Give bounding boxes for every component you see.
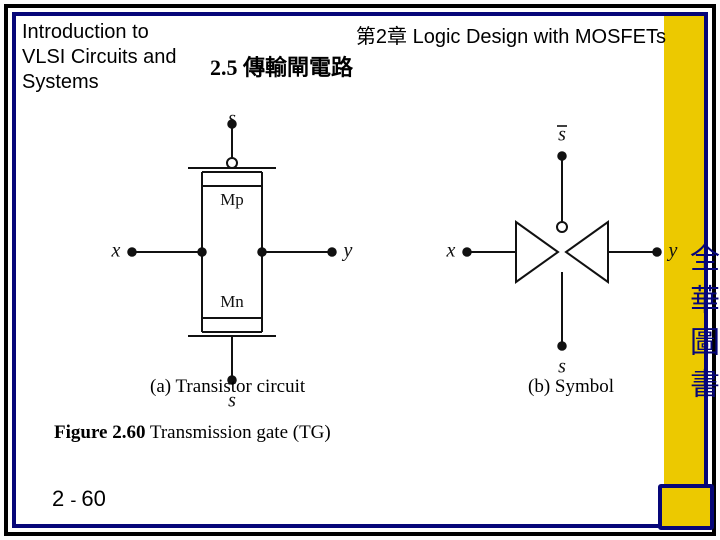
caption-a: (a) Transistor circuit — [150, 376, 305, 398]
caption-b: (b) Symbol — [528, 376, 614, 398]
svg-text:s: s — [558, 124, 566, 146]
page-dash: - — [70, 490, 81, 510]
slide-content: Introduction to VLSI Circuits and System… — [22, 20, 702, 520]
svg-text:y: y — [342, 240, 353, 262]
svg-text:s: s — [558, 356, 566, 378]
svg-text:Mp: Mp — [220, 190, 244, 209]
svg-text:x: x — [446, 240, 456, 262]
book-title-line3: Systems — [22, 71, 99, 93]
book-title: Introduction to VLSI Circuits and System… — [22, 20, 177, 95]
page-chapter: 2 — [52, 486, 64, 511]
transmission-gate-diagram: ssxyMpMn xyss — [22, 112, 702, 452]
page-num: 60 — [81, 486, 105, 511]
svg-text:s: s — [228, 112, 236, 130]
section-title: 2.5 傳輸閘電路 — [210, 50, 353, 82]
svg-text:Mn: Mn — [220, 292, 244, 311]
figure-caption: Figure 2.60 Transmission gate (TG) — [54, 422, 331, 444]
figure-text: Transmission gate (TG) — [145, 422, 330, 443]
book-title-line1: Introduction to — [22, 21, 149, 43]
publisher-vertical-text: 全華圖書 — [684, 150, 718, 410]
svg-text:y: y — [667, 240, 678, 262]
publisher-logo — [658, 484, 714, 530]
page-number: 2 - 60 — [52, 486, 106, 512]
figure-number: Figure 2.60 — [54, 422, 145, 443]
chapter-title: 第2章 Logic Design with MOSFETs — [356, 20, 666, 49]
book-title-line2: VLSI Circuits and — [22, 46, 177, 68]
svg-text:x: x — [111, 240, 121, 262]
